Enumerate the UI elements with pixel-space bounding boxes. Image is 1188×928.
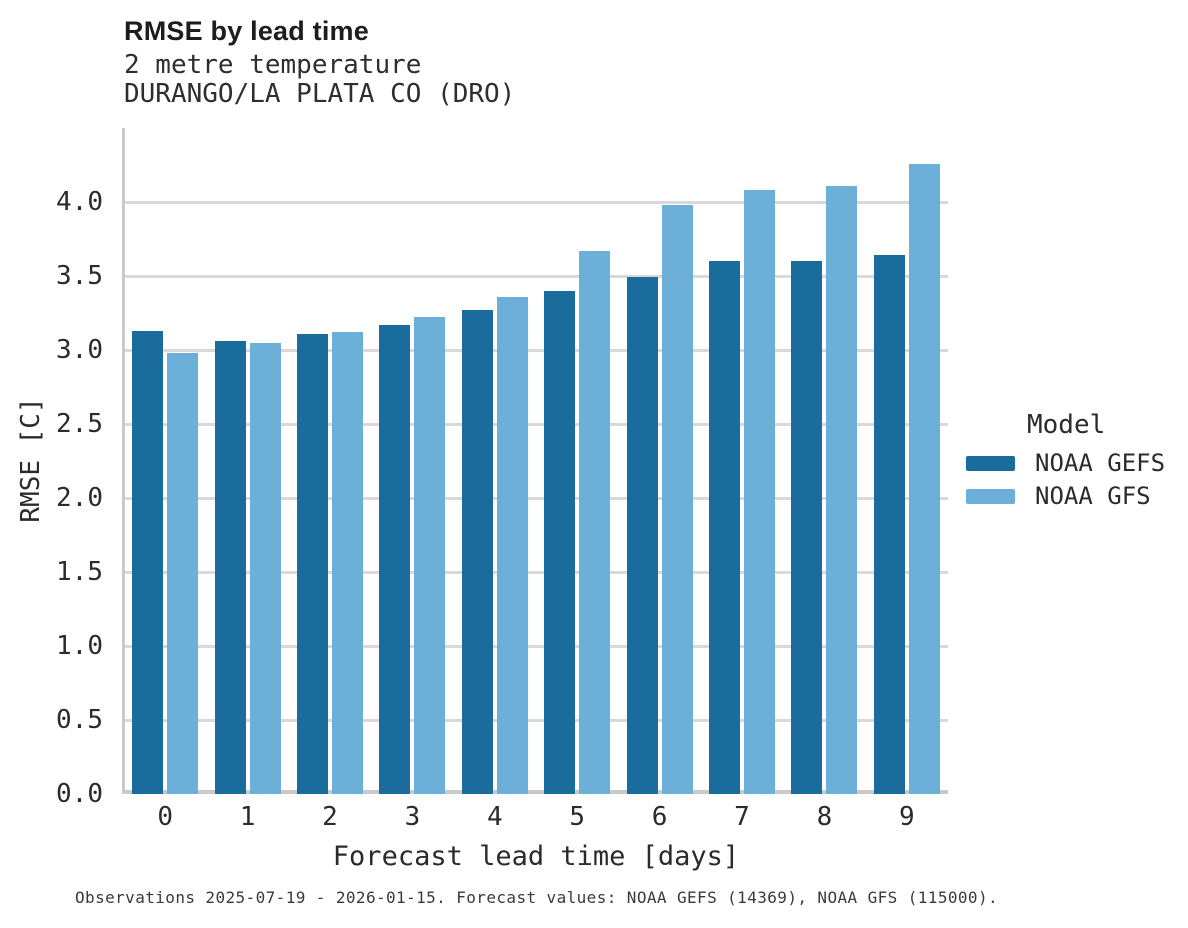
y-tick-label-1.0: 1.0 [56, 631, 103, 661]
bar-noaa-gfs-lead-1 [249, 342, 281, 794]
x-tick-label-1: 1 [239, 802, 256, 832]
gridline-4.0 [124, 200, 948, 204]
bar-noaa-gefs-lead-1 [214, 341, 246, 794]
legend-label: NOAA GEFS [1035, 449, 1166, 477]
gridline-2.5 [124, 422, 948, 426]
x-tick-label-0: 0 [157, 802, 174, 832]
bar-noaa-gfs-lead-9 [908, 163, 940, 794]
bar-noaa-gefs-lead-6 [626, 277, 658, 794]
x-tick-label-9: 9 [898, 802, 915, 832]
bar-noaa-gefs-lead-9 [873, 255, 905, 794]
y-tick-label-2.0: 2.0 [56, 483, 103, 513]
bar-noaa-gfs-lead-0 [167, 352, 199, 794]
legend-swatch-noaa-gfs [966, 488, 1015, 504]
y-tick-label-3.0: 3.0 [56, 335, 103, 365]
bar-noaa-gefs-lead-8 [791, 261, 823, 794]
x-tick-label-8: 8 [816, 802, 833, 832]
bar-noaa-gfs-lead-3 [414, 317, 446, 794]
bar-noaa-gefs-lead-0 [132, 330, 164, 794]
legend-item-noaa-gefs: NOAA GEFS [966, 447, 1165, 479]
bar-noaa-gfs-lead-5 [579, 250, 611, 794]
chart-subtitle-station: DURANGO/LA PLATA CO (DRO) [124, 79, 516, 109]
chart-subtitle-variable: 2 metre temperature [124, 50, 422, 80]
y-tick-label-2.5: 2.5 [56, 409, 103, 439]
y-tick-label-1.5: 1.5 [56, 557, 103, 587]
x-tick-label-4: 4 [486, 802, 503, 832]
y-tick-label-3.5: 3.5 [56, 261, 103, 291]
x-tick-label-3: 3 [404, 802, 421, 832]
bar-noaa-gfs-lead-7 [744, 190, 775, 794]
gridline-3.5 [124, 274, 948, 278]
bar-noaa-gfs-lead-8 [826, 185, 858, 794]
bar-noaa-gefs-lead-7 [709, 261, 740, 794]
chart-title: RMSE by lead time [124, 16, 369, 46]
bar-noaa-gefs-lead-3 [379, 324, 411, 794]
caption: Observations 2025-07-19 - 2026-01-15. Fo… [75, 888, 999, 907]
y-tick-label-0.0: 0.0 [56, 779, 103, 809]
gridline-2.0 [124, 496, 948, 500]
legend-label: NOAA GFS [1035, 482, 1151, 510]
bar-noaa-gfs-lead-2 [332, 332, 363, 794]
gridline-1.5 [124, 570, 948, 574]
y-tick-label-4.0: 4.0 [56, 187, 103, 217]
bar-noaa-gefs-lead-5 [544, 290, 576, 794]
gridline-0.5 [124, 718, 948, 722]
bar-noaa-gefs-lead-2 [297, 333, 328, 794]
bar-noaa-gfs-lead-4 [496, 296, 528, 794]
y-tick-label-0.5: 0.5 [56, 705, 103, 735]
x-tick-label-2: 2 [322, 802, 338, 832]
gridline-3.0 [124, 348, 948, 352]
legend-item-noaa-gfs: NOAA GFS [966, 480, 1151, 512]
legend-swatch-noaa-gefs [966, 455, 1015, 471]
bar-noaa-gfs-lead-6 [661, 204, 693, 794]
bar-noaa-gefs-lead-4 [461, 310, 493, 794]
x-axis-label: Forecast lead time [days] [332, 841, 740, 872]
x-tick-label-5: 5 [569, 802, 586, 832]
gridline-1.0 [124, 644, 948, 648]
x-axis-baseline [124, 790, 948, 794]
y-axis-spine [122, 128, 125, 794]
x-tick-label-6: 6 [651, 802, 668, 832]
legend-title: Model [1027, 410, 1106, 440]
x-tick-label-7: 7 [734, 802, 750, 832]
